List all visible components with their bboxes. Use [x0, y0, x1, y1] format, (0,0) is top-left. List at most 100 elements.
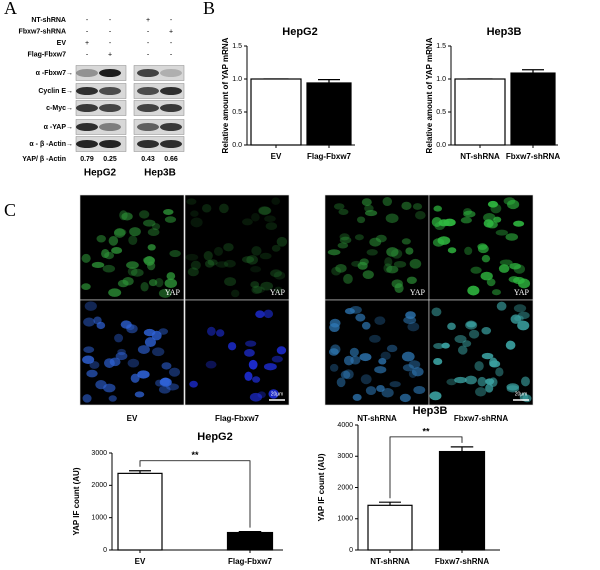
- nucleus: [489, 357, 498, 368]
- nucleus: [513, 276, 525, 285]
- nucleus: [412, 203, 423, 210]
- blot-band: [137, 140, 159, 148]
- nucleus: [399, 393, 411, 403]
- condition-sign: -: [170, 51, 173, 58]
- nucleus: [276, 236, 288, 247]
- nucleus: [95, 379, 107, 390]
- nucleus: [190, 217, 203, 228]
- x-tick-label: Flag-Fbxw7: [228, 557, 273, 566]
- nucleus: [268, 389, 279, 399]
- panel-label: C: [4, 200, 16, 220]
- nucleus: [82, 355, 95, 364]
- channel-label: YAP: [165, 288, 181, 297]
- nucleus: [465, 320, 478, 330]
- nucleus: [258, 206, 271, 216]
- nucleus: [258, 206, 272, 215]
- nucleus: [148, 279, 158, 287]
- nucleus: [248, 359, 258, 370]
- x-tick-label: EV: [135, 557, 146, 566]
- nucleus: [163, 209, 174, 216]
- nucleus: [359, 353, 372, 362]
- nucleus: [487, 200, 499, 208]
- nucleus: [147, 244, 156, 251]
- nucleus: [378, 358, 387, 365]
- blot-band: [76, 123, 98, 131]
- blot-band: [160, 87, 182, 95]
- nucleus: [231, 289, 240, 298]
- condition-label: Flag-Fbxw7: [27, 51, 66, 58]
- nucleus: [485, 378, 495, 385]
- nucleus: [274, 286, 283, 293]
- nucleus: [393, 260, 407, 268]
- nucleus: [336, 377, 346, 388]
- bar: [454, 78, 506, 146]
- nucleus: [339, 236, 352, 244]
- nucleus: [259, 252, 272, 260]
- nucleus: [401, 238, 411, 245]
- blot-band: [160, 104, 182, 112]
- condition-sign: -: [170, 40, 173, 47]
- chart-title: HepG2: [197, 431, 232, 443]
- nucleus: [464, 246, 473, 256]
- nucleus: [366, 249, 378, 256]
- y-axis-label: YAP IF count (AU): [72, 467, 81, 535]
- nucleus: [481, 254, 491, 263]
- y-axis-label: YAP IF count (AU): [317, 453, 326, 521]
- nucleus: [470, 266, 482, 274]
- image-label: EV: [127, 414, 138, 423]
- nucleus: [152, 347, 165, 357]
- nucleus: [335, 263, 347, 273]
- nucleus: [115, 352, 128, 361]
- nucleus: [385, 213, 399, 224]
- nucleus: [498, 264, 510, 273]
- nucleus: [505, 233, 519, 241]
- nucleus: [337, 242, 349, 249]
- nucleus: [108, 288, 122, 297]
- nucleus: [365, 210, 378, 217]
- nucleus: [509, 263, 521, 270]
- condition-sign: -: [86, 28, 89, 35]
- chart-title: HepG2: [282, 26, 317, 38]
- bar: [306, 82, 352, 146]
- nucleus: [369, 334, 381, 343]
- nucleus: [329, 323, 340, 333]
- blot-band: [160, 140, 182, 148]
- nucleus: [246, 255, 259, 265]
- condition-label: NT-shRNA: [31, 17, 66, 24]
- nucleus: [264, 215, 276, 223]
- nucleus: [244, 371, 253, 381]
- nucleus: [483, 213, 496, 222]
- nucleus: [475, 387, 487, 397]
- nucleus: [406, 276, 417, 285]
- nucleus: [361, 321, 371, 330]
- nucleus: [327, 249, 341, 256]
- nucleus: [343, 369, 354, 380]
- nucleus: [499, 259, 513, 266]
- nucleus: [415, 211, 426, 220]
- significance-bracket: [389, 436, 463, 499]
- y-tick-label: 4000: [337, 422, 353, 429]
- bar: [510, 72, 556, 146]
- nucleus: [129, 227, 141, 237]
- blot-band: [160, 123, 182, 131]
- nucleus: [386, 247, 399, 257]
- nucleus: [164, 216, 177, 223]
- nucleus: [260, 281, 273, 291]
- ratio-value: 0.79: [80, 156, 94, 163]
- blot-band: [137, 69, 159, 77]
- nucleus: [354, 234, 364, 241]
- nucleus: [204, 259, 215, 268]
- nucleus: [255, 310, 265, 318]
- nucleus: [147, 228, 160, 237]
- scale-label: 20μm: [271, 391, 284, 397]
- nucleus: [86, 369, 98, 378]
- nucleus: [362, 270, 374, 279]
- nucleus: [164, 278, 178, 289]
- nucleus: [127, 266, 138, 276]
- nucleus: [207, 326, 216, 336]
- nucleus: [96, 234, 106, 243]
- condition-sign: -: [147, 28, 150, 35]
- x-tick-label: NT-shRNA: [370, 557, 410, 566]
- nucleus: [503, 197, 516, 205]
